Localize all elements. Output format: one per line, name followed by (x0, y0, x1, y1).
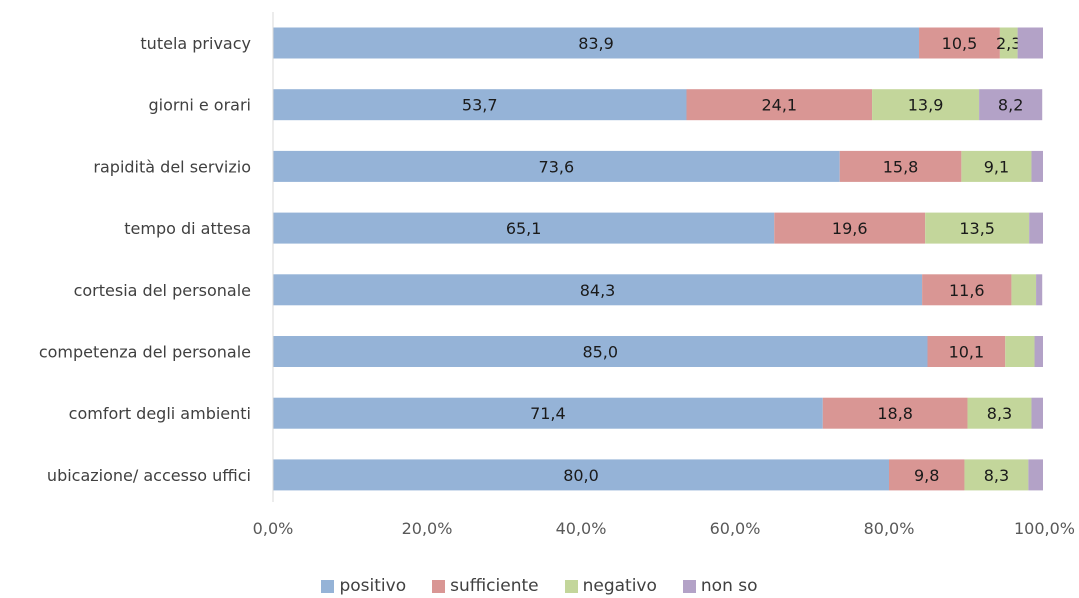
bar-segment-negativo (925, 212, 1030, 244)
data-label: 18,8 (877, 404, 913, 423)
bar-segment-sufficiente (889, 459, 965, 491)
bar-segment-non-so (1029, 212, 1043, 244)
bar-segment-sufficiente (919, 27, 1000, 59)
bar-segment-positivo (273, 89, 687, 121)
legend-label: non so (700, 576, 758, 596)
bar-segment-sufficiente (774, 212, 926, 244)
bar-segment-negativo (1005, 336, 1035, 367)
category-label: competenza del personale (39, 343, 251, 362)
data-label: 10,5 (942, 34, 978, 53)
data-label: 71,4 (530, 404, 566, 423)
data-label: 19,6 (832, 219, 868, 238)
x-tick-label: 80,0% (864, 519, 915, 538)
bar-segment-negativo (872, 89, 980, 121)
category-label: rapidità del servizio (93, 157, 251, 176)
data-label: 73,6 (539, 157, 575, 176)
legend-swatch (682, 579, 696, 593)
x-tick-label: 20,0% (402, 519, 453, 538)
bar-segment-positivo (273, 274, 923, 306)
data-label: 11,6 (949, 281, 985, 300)
bar-segment-negativo (961, 150, 1032, 182)
data-label: 13,5 (959, 219, 995, 238)
data-label: 84,3 (580, 281, 616, 300)
bar-segment-non-so (1036, 274, 1043, 306)
bar-segment-positivo (273, 397, 823, 429)
bar-segment-negativo (999, 27, 1018, 59)
legend-swatch (321, 579, 335, 593)
legend-label: sufficiente (450, 576, 539, 596)
data-label: 65,1 (506, 219, 542, 238)
category-label: giorni e orari (149, 96, 251, 115)
x-tick-label: 40,0% (556, 519, 607, 538)
x-tick-label: 0,0% (253, 519, 294, 538)
legend-label: negativo (582, 576, 657, 596)
bar-segment-sufficiente (822, 397, 968, 429)
category-label: tempo di attesa (124, 219, 251, 238)
x-tick-label: 100,0% (1014, 519, 1075, 538)
data-label: 53,7 (462, 96, 498, 115)
legend-item-sufficiente: sufficiente (432, 576, 539, 596)
data-label: 24,1 (761, 96, 797, 115)
legend-item-positivo: positivo (321, 576, 406, 596)
legend-swatch (432, 579, 446, 593)
bar-segment-negativo (1011, 274, 1037, 306)
data-label: 15,8 (883, 157, 919, 176)
legend-label: positivo (339, 576, 407, 596)
data-label: 85,0 (582, 343, 618, 362)
category-labels: tutela privacy giorni e orari rapidità del… (39, 34, 251, 485)
data-label: 8,2 (998, 96, 1023, 115)
x-axis-ticks: 0,0% 20,0% 40,0% 60,0% 80,0% 100,0% (253, 519, 1075, 538)
data-label: 9,8 (914, 466, 939, 485)
bar-segment-non-so (1031, 397, 1043, 429)
bar-segment-non-so (979, 89, 1043, 121)
bar-segment-negativo (967, 397, 1032, 429)
x-tick-label: 60,0% (710, 519, 761, 538)
legend-swatch (564, 579, 578, 593)
bar-segment-sufficiente (686, 89, 873, 121)
bar-segment-sufficiente (922, 274, 1012, 306)
bars-group: 83,9 10,5 2,3 53,7 24,1 13,9 8,2 73,6 15,8 9,1 65,… (273, 27, 1043, 491)
category-label: tutela privacy (140, 34, 251, 53)
category-label: ubicazione/ accesso uffici (47, 466, 251, 485)
legend-item-negativo: negativo (564, 576, 657, 596)
bar-segment-positivo (273, 459, 889, 491)
bar-segment-positivo (273, 27, 920, 59)
data-label: 8,3 (987, 404, 1012, 423)
data-label: 2,3 (996, 34, 1021, 53)
bar-segment-positivo (273, 212, 775, 244)
legend: positivo sufficiente negativo non so (0, 576, 1079, 596)
data-label: 9,1 (984, 157, 1009, 176)
data-label: 8,3 (984, 466, 1009, 485)
data-label: 83,9 (578, 34, 614, 53)
data-label: 80,0 (563, 466, 599, 485)
data-label: 13,9 (908, 96, 944, 115)
bar-segment-negativo (964, 459, 1029, 491)
bar-segment-non-so (1017, 27, 1043, 59)
bar-segment-sufficiente (839, 150, 962, 182)
category-label: cortesia del personale (74, 281, 251, 300)
stacked-bar-chart: 83,9 10,5 2,3 53,7 24,1 13,9 8,2 73,6 15,8 9,1 65,… (39, 12, 1075, 538)
bar-segment-sufficiente (927, 336, 1006, 367)
bar-segment-non-so (1028, 459, 1043, 491)
bar-segment-non-so (1034, 336, 1043, 367)
bar-segment-positivo (273, 336, 928, 367)
bar-segment-positivo (273, 150, 840, 182)
bar-segment-non-so (1031, 150, 1043, 182)
category-label: comfort degli ambienti (69, 404, 251, 423)
legend-item-non-so: non so (682, 576, 758, 596)
data-label: 10,1 (949, 343, 985, 362)
